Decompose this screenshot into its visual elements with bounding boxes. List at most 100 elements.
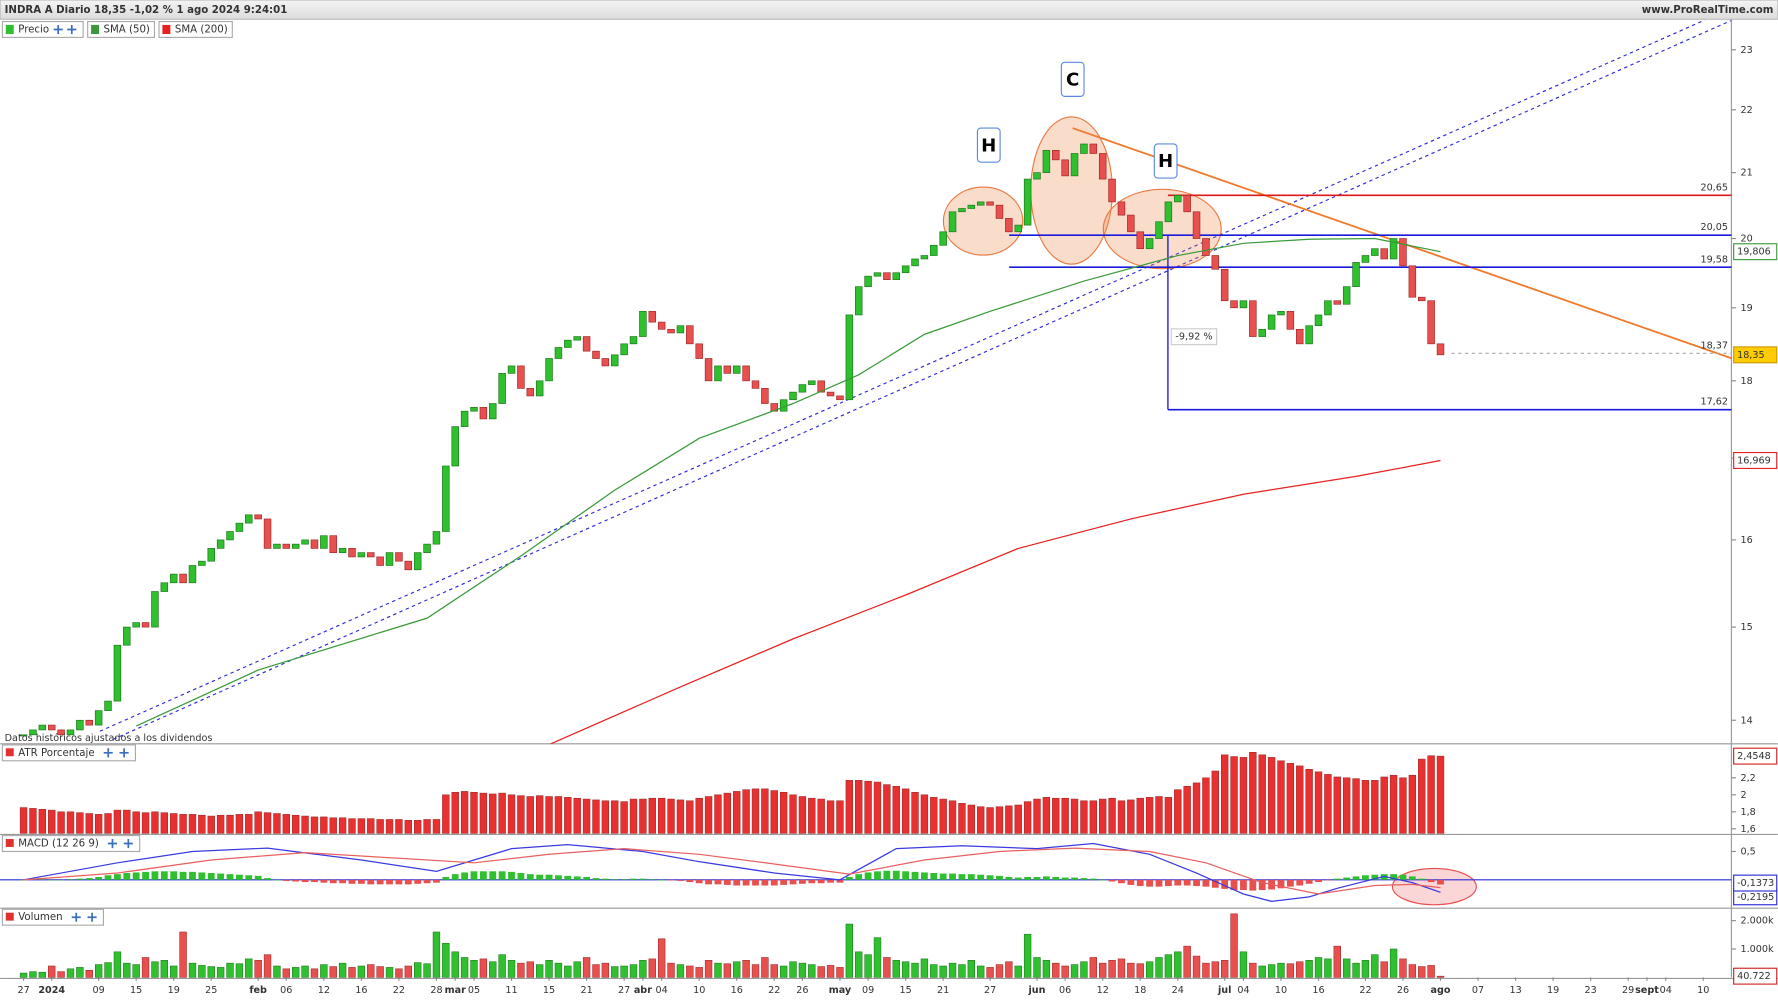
histogram-bar [770, 879, 778, 886]
bar [85, 969, 93, 978]
histogram-bar [611, 879, 619, 880]
level-label: 19,58 [1700, 254, 1728, 265]
bar [1352, 962, 1360, 978]
histogram-bar [104, 875, 112, 880]
bar [395, 968, 403, 978]
bar [826, 965, 835, 978]
bar [1408, 964, 1417, 978]
bar [873, 781, 882, 834]
bar [920, 958, 929, 978]
legend-label: SMA (50) [104, 24, 150, 35]
bar [517, 795, 525, 834]
histogram-bar [1099, 879, 1107, 881]
price-tag-box [1733, 346, 1778, 364]
histogram-bar [939, 873, 947, 880]
price-tag: 19,806 [1737, 247, 1771, 258]
candle [826, 391, 835, 397]
bar [1239, 757, 1248, 834]
bar [611, 800, 619, 834]
candle [301, 539, 309, 545]
panel-color [5, 748, 14, 757]
legend-swatch [91, 24, 100, 35]
candle [667, 328, 675, 334]
bar [779, 791, 788, 834]
bar [254, 811, 262, 834]
histogram-bar [1024, 876, 1032, 880]
bar [1202, 777, 1210, 834]
bar [470, 791, 478, 834]
head-highlight [1030, 116, 1113, 265]
bar [207, 815, 215, 834]
x-tick-label: 19 [168, 985, 180, 996]
histogram-bar [160, 871, 168, 880]
bar [282, 968, 290, 978]
candle [1418, 296, 1426, 302]
bar [639, 960, 647, 978]
y-tick-label: 1,6 [1740, 824, 1755, 835]
candle [254, 514, 262, 520]
bar [1155, 957, 1163, 978]
bar [939, 965, 947, 978]
bar [1211, 770, 1219, 834]
bar [1127, 962, 1135, 978]
legend-swatch [162, 24, 171, 35]
site-name[interactable]: www.ProRealTime.com [1642, 5, 1774, 16]
bar [761, 957, 769, 978]
x-tick-label: jul [1217, 985, 1231, 996]
histogram-bar [752, 879, 759, 886]
histogram-bar [1371, 874, 1379, 880]
bar [292, 967, 300, 978]
bar [1070, 964, 1079, 978]
bar [179, 814, 187, 834]
candle [526, 388, 535, 397]
bar [733, 961, 741, 978]
bar [66, 811, 75, 834]
bar [995, 964, 1004, 978]
bar [517, 962, 525, 978]
candle [1164, 201, 1173, 223]
bar [226, 962, 234, 978]
bar [29, 971, 37, 978]
candle [517, 365, 525, 389]
bar [1145, 797, 1154, 834]
x-tick-label: 13 [1509, 985, 1521, 996]
candle [845, 314, 854, 401]
candle [123, 626, 131, 646]
bar [57, 811, 65, 834]
histogram-bar [339, 879, 347, 884]
x-tick-label: 16 [731, 985, 743, 996]
histogram-bar [1324, 879, 1332, 881]
bar [1220, 754, 1229, 834]
bar [808, 797, 816, 834]
candle [676, 325, 685, 334]
candle [432, 531, 441, 545]
candle [1005, 218, 1013, 233]
candle [1305, 325, 1313, 345]
x-tick-label: 22 [1359, 985, 1371, 996]
bar [1042, 797, 1051, 834]
y-tick-label: 18 [1740, 376, 1752, 387]
histogram-bar [85, 878, 93, 880]
histogram-bar [1333, 878, 1341, 880]
bar [948, 800, 957, 834]
bar [1296, 961, 1304, 978]
x-tick-label: 15 [543, 985, 555, 996]
x-tick-label: 06 [1059, 985, 1071, 996]
bar [1418, 966, 1426, 978]
bar [1352, 778, 1360, 834]
bar [592, 964, 600, 978]
candle [967, 204, 976, 209]
histogram-bar [1343, 877, 1351, 880]
histogram-bar [329, 879, 337, 884]
x-tick-label: 27 [17, 985, 29, 996]
candle [1052, 149, 1060, 161]
bar [151, 811, 159, 834]
bar [1164, 797, 1173, 834]
bar [1033, 798, 1041, 834]
bar [582, 957, 591, 978]
histogram-bar [1080, 878, 1088, 880]
histogram-bar [1408, 876, 1416, 880]
histogram-bar [967, 874, 975, 880]
